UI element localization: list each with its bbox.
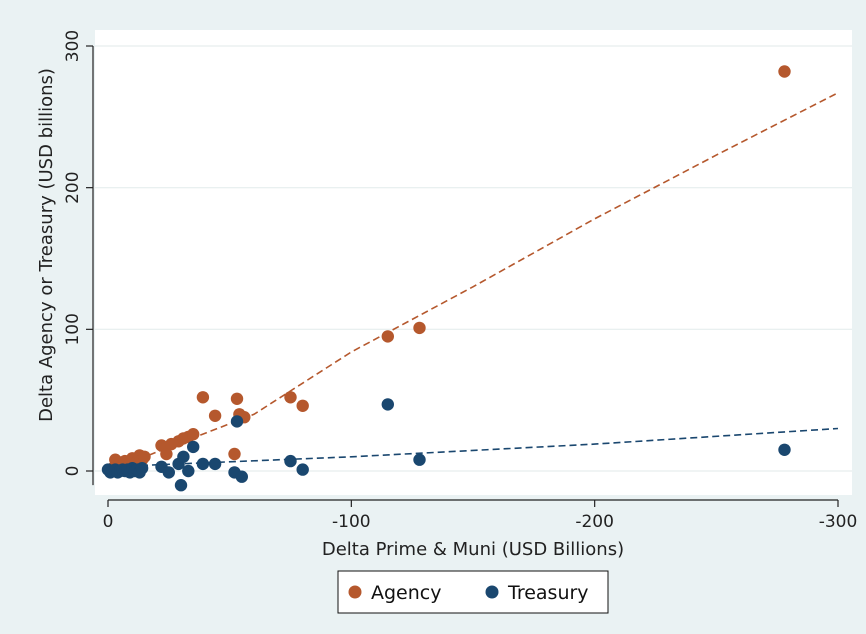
x-tick-label: -100 bbox=[332, 512, 371, 532]
x-axis-title: Delta Prime & Muni (USD Billions) bbox=[322, 539, 624, 560]
legend-box bbox=[337, 570, 609, 614]
fit-line-treasury bbox=[107, 427, 839, 468]
legend-marker-treasury bbox=[485, 585, 499, 599]
point-agency bbox=[138, 450, 151, 463]
point-treasury bbox=[174, 479, 188, 492]
point-treasury bbox=[162, 466, 175, 479]
point-agency bbox=[413, 321, 426, 335]
point-agency bbox=[160, 447, 173, 461]
point-agency bbox=[187, 428, 200, 441]
legend-marker-agency bbox=[348, 585, 362, 599]
point-agency bbox=[284, 391, 297, 404]
point-treasury bbox=[381, 398, 394, 411]
x-tick-label: 0 bbox=[103, 512, 114, 532]
legend: Agency Treasury bbox=[337, 570, 609, 614]
point-treasury bbox=[196, 457, 210, 471]
plot-area bbox=[95, 30, 852, 495]
x-tick-label: -200 bbox=[575, 512, 614, 532]
point-treasury bbox=[235, 470, 248, 483]
legend-label-treasury: Treasury bbox=[507, 582, 589, 604]
point-treasury bbox=[208, 457, 222, 471]
data-points bbox=[101, 65, 791, 492]
point-treasury bbox=[187, 440, 200, 454]
y-tick-label: 100 bbox=[63, 313, 83, 345]
fit-lines bbox=[107, 92, 839, 472]
point-treasury bbox=[778, 443, 791, 456]
point-treasury bbox=[413, 453, 426, 466]
legend-label-agency: Agency bbox=[371, 582, 441, 604]
point-agency bbox=[778, 65, 791, 78]
point-treasury bbox=[296, 463, 309, 476]
point-agency bbox=[230, 392, 244, 405]
axes: 0 100 200 300 0 -100 -200 -300 bbox=[63, 30, 857, 532]
point-agency bbox=[196, 391, 210, 404]
y-tick-label: 300 bbox=[63, 30, 83, 62]
point-treasury bbox=[284, 454, 297, 468]
point-treasury bbox=[177, 450, 190, 463]
y-axis-title: Delta Agency or Treasury (USD billions) bbox=[36, 68, 57, 422]
x-tick-label: -300 bbox=[819, 512, 858, 532]
point-treasury bbox=[135, 462, 149, 475]
point-agency bbox=[381, 330, 394, 343]
y-tick-label: 0 bbox=[63, 466, 83, 477]
y-tick-label: 200 bbox=[63, 171, 83, 203]
fit-line-agency bbox=[107, 92, 839, 472]
point-agency bbox=[296, 399, 309, 412]
point-agency bbox=[208, 409, 222, 422]
point-treasury bbox=[230, 415, 244, 428]
gridlines bbox=[95, 45, 852, 472]
point-agency bbox=[228, 447, 241, 461]
point-treasury bbox=[182, 464, 195, 478]
